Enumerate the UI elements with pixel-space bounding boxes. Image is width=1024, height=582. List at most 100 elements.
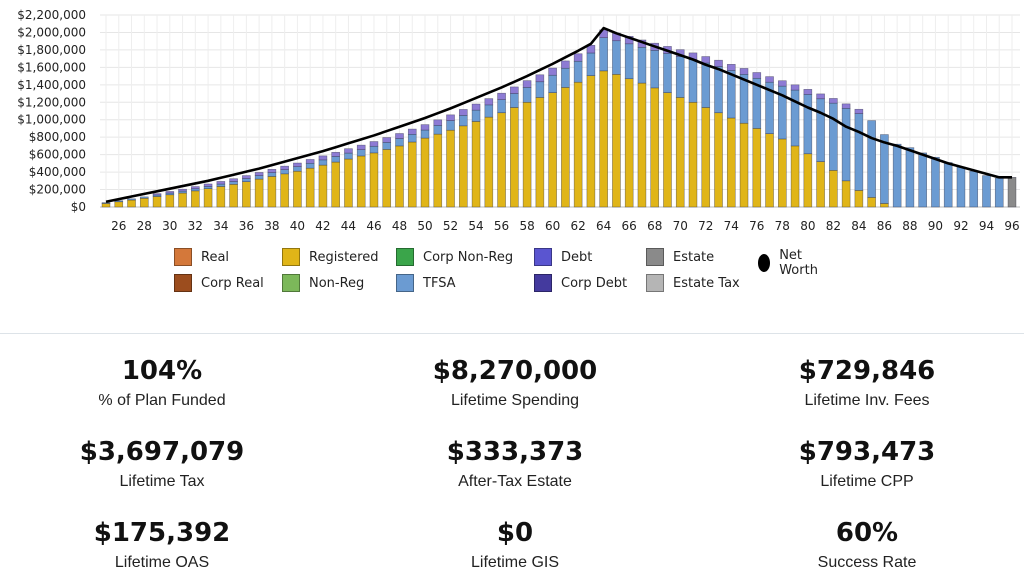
bar-segment-tfsa[interactable] — [484, 104, 494, 118]
bar-segment-registered[interactable] — [573, 81, 583, 208]
bar-segment-debt[interactable] — [165, 191, 175, 194]
bar-segment-registered[interactable] — [637, 82, 647, 208]
bar-segment-registered[interactable] — [880, 203, 889, 208]
bar-segment-debt[interactable] — [267, 168, 277, 173]
bar-segment-registered[interactable] — [829, 170, 838, 208]
bar-segment-debt[interactable] — [535, 74, 545, 83]
legend-item-non-reg[interactable]: Non-Reg — [282, 274, 364, 292]
bar-segment-registered[interactable] — [701, 107, 711, 208]
bar-segment-registered[interactable] — [790, 145, 800, 208]
bar-segment-debt[interactable] — [510, 86, 519, 94]
bar-segment-registered[interactable] — [612, 74, 621, 208]
legend-item-estate[interactable]: Estate — [646, 248, 714, 266]
bar-segment-debt[interactable] — [382, 137, 392, 143]
bar-segment-tfsa[interactable] — [880, 134, 889, 204]
bar-segment-tfsa[interactable] — [841, 108, 851, 182]
bar-segment-tfsa[interactable] — [994, 177, 1004, 208]
bar-segment-tfsa[interactable] — [331, 156, 340, 163]
bar-segment-tfsa[interactable] — [382, 142, 392, 150]
bar-segment-tfsa[interactable] — [407, 134, 417, 143]
bar-segment-registered[interactable] — [650, 87, 660, 208]
bar-segment-tfsa[interactable] — [982, 175, 991, 208]
bar-segment-registered[interactable] — [356, 155, 366, 208]
bar-segment-debt[interactable] — [293, 162, 302, 167]
bar-segment-debt[interactable] — [458, 109, 468, 116]
bar-segment-registered[interactable] — [586, 75, 596, 208]
bar-segment-tfsa[interactable] — [561, 67, 570, 88]
bar-segment-debt[interactable] — [420, 124, 430, 131]
legend-item-registered[interactable]: Registered — [282, 248, 379, 266]
bar-segment-registered[interactable] — [471, 121, 481, 208]
bar-segment-debt[interactable] — [178, 188, 187, 192]
bar-segment-registered[interactable] — [203, 188, 213, 208]
bar-segment-registered[interactable] — [382, 149, 392, 208]
legend-item-real[interactable]: Real — [174, 248, 229, 266]
bar-segment-registered[interactable] — [267, 176, 277, 208]
bar-segment-tfsa[interactable] — [395, 138, 404, 147]
bar-segment-registered[interactable] — [280, 173, 289, 208]
legend-item-net-worth[interactable]: Net Worth — [758, 248, 824, 278]
bar-segment-debt[interactable] — [548, 67, 557, 76]
bar-segment-debt[interactable] — [318, 155, 328, 161]
bar-segment-debt[interactable] — [726, 64, 736, 71]
bar-segment-registered[interactable] — [242, 181, 251, 208]
bar-segment-tfsa[interactable] — [446, 120, 455, 131]
bar-segment-tfsa[interactable] — [101, 202, 111, 204]
bar-segment-debt[interactable] — [816, 93, 825, 100]
bar-segment-tfsa[interactable] — [969, 170, 979, 208]
bar-segment-debt[interactable] — [497, 92, 506, 100]
bar-segment-tfsa[interactable] — [369, 145, 379, 154]
bar-segment-registered[interactable] — [510, 107, 519, 208]
bar-segment-tfsa[interactable] — [242, 178, 251, 182]
bar-segment-debt[interactable] — [446, 114, 455, 121]
bar-segment-debt[interactable] — [586, 44, 596, 54]
bar-segment-debt[interactable] — [484, 98, 494, 106]
bar-segment-registered[interactable] — [165, 194, 175, 208]
bar-segment-registered[interactable] — [395, 145, 404, 208]
bar-segment-tfsa[interactable] — [216, 183, 226, 187]
legend-item-estate-tax[interactable]: Estate Tax — [646, 274, 740, 292]
bar-segment-tfsa[interactable] — [892, 143, 902, 208]
bar-segment-registered[interactable] — [726, 117, 736, 208]
bar-segment-registered[interactable] — [216, 186, 226, 208]
bar-segment-debt[interactable] — [701, 56, 711, 64]
bar-segment-registered[interactable] — [497, 112, 506, 208]
bar-segment-debt[interactable] — [242, 175, 251, 179]
bar-segment-tfsa[interactable] — [433, 125, 443, 135]
legend-item-debt[interactable]: Debt — [534, 248, 592, 266]
bar-segment-registered[interactable] — [114, 201, 124, 208]
bar-segment-tfsa[interactable] — [139, 196, 149, 199]
bar-segment-tfsa[interactable] — [943, 162, 953, 208]
bar-segment-registered[interactable] — [318, 164, 328, 208]
bar-segment-debt[interactable] — [331, 151, 340, 157]
bar-segment-registered[interactable] — [369, 152, 379, 208]
bar-segment-registered[interactable] — [152, 196, 162, 208]
bar-segment-registered[interactable] — [803, 153, 813, 208]
bar-segment-tfsa[interactable] — [573, 60, 583, 83]
bar-segment-tfsa[interactable] — [675, 56, 685, 98]
bar-segment-debt[interactable] — [790, 84, 800, 91]
bar-segment-tfsa[interactable] — [305, 162, 315, 169]
bar-segment-tfsa[interactable] — [612, 40, 621, 75]
bar-segment-registered[interactable] — [127, 199, 136, 208]
bar-segment-tfsa[interactable] — [548, 74, 557, 93]
bar-segment-tfsa[interactable] — [356, 149, 366, 157]
bar-segment-registered[interactable] — [229, 184, 238, 208]
bar-segment-debt[interactable] — [765, 76, 774, 83]
bar-segment-tfsa[interactable] — [267, 172, 277, 177]
bar-segment-debt[interactable] — [229, 178, 238, 182]
bar-segment-debt[interactable] — [778, 80, 787, 87]
legend-item-corp-debt[interactable]: Corp Debt — [534, 274, 627, 292]
bar-segment-debt[interactable] — [216, 181, 226, 185]
bar-segment-registered[interactable] — [675, 97, 685, 208]
legend-item-corp-non-reg[interactable]: Corp Non-Reg — [396, 248, 513, 266]
bar-segment-registered[interactable] — [433, 133, 443, 208]
bar-segment-registered[interactable] — [867, 197, 876, 208]
bar-segment-tfsa[interactable] — [816, 98, 825, 162]
bar-segment-debt[interactable] — [714, 59, 723, 67]
bar-segment-tfsa[interactable] — [535, 81, 545, 98]
bar-segment-tfsa[interactable] — [497, 99, 506, 114]
bar-segment-registered[interactable] — [663, 92, 672, 208]
bar-segment-debt[interactable] — [356, 144, 366, 150]
bar-segment-registered[interactable] — [331, 161, 340, 208]
